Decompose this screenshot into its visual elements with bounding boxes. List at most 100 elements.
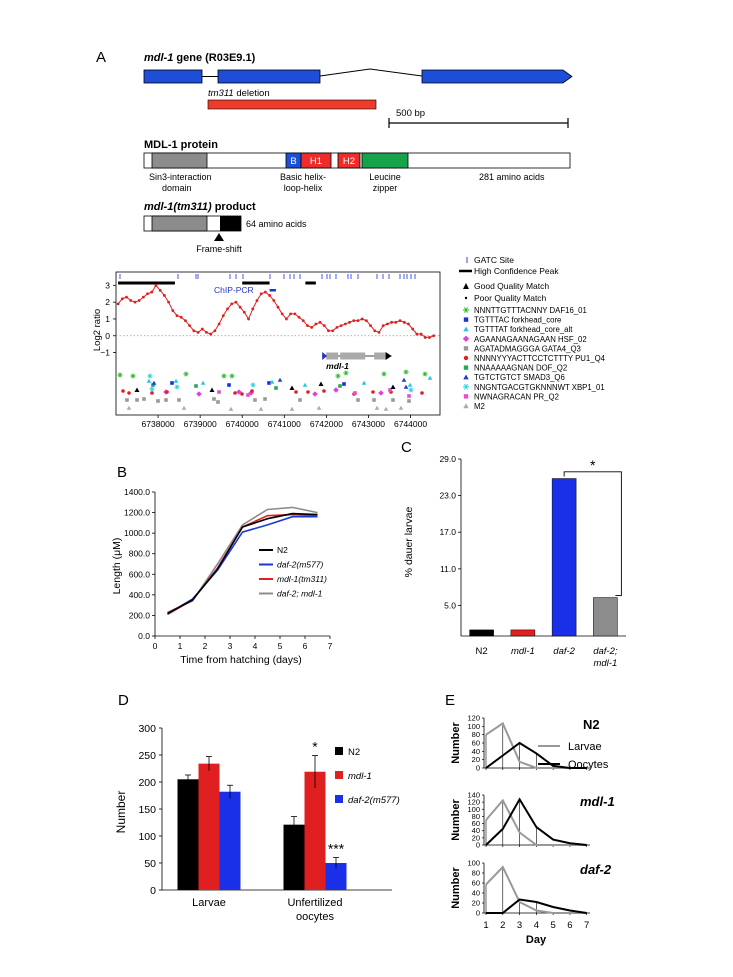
- dauer-bar: [510, 629, 536, 637]
- growth-xtick-label: 1: [178, 641, 183, 651]
- motif-match: [146, 378, 152, 383]
- motif-match: [372, 398, 376, 402]
- motif-legend-label: NNAAAAAGNAN DOF_Q2: [474, 364, 567, 373]
- brood-bar: [198, 763, 220, 890]
- log2-ratio-point: [276, 305, 280, 309]
- brood-ytick-label: 250: [138, 750, 156, 762]
- timecourse-ylabel: Number: [450, 867, 462, 909]
- chip-pcr-label: ChIP-PCR: [214, 285, 254, 295]
- legend-gatc: GATC Site: [474, 255, 514, 265]
- timecourse-legend-label: Oocytes: [568, 759, 609, 771]
- motif-legend-label: NNGNTGACGTGKNNNWT XBP1_01: [474, 383, 605, 392]
- brood-bar: [177, 779, 199, 890]
- timecourse-ylabel: Number: [450, 799, 462, 841]
- brood-category-label: Larvae: [192, 897, 226, 909]
- motif-match: [353, 391, 357, 395]
- motif-match: [126, 405, 132, 410]
- growth-ytick-label: 1200.0: [124, 508, 150, 518]
- sin3-domain: [151, 152, 208, 169]
- product-aa-label: 64 amino acids: [246, 219, 307, 229]
- brood-legend-label: daf-2(m577): [348, 795, 400, 806]
- motif-match: [200, 380, 206, 385]
- timecourse-ytick-label: 120: [467, 714, 480, 723]
- timecourse-ytick-label: 80: [472, 730, 480, 739]
- motif-match: [228, 406, 234, 411]
- motif-match: [177, 398, 181, 402]
- timecourse-ytick-label: 100: [467, 722, 480, 731]
- growth-chart: 0.0 200.0 400.0 600.0 800.0 1000.0 1200.0 1400.…: [124, 487, 333, 651]
- deletion-bar: [207, 99, 377, 110]
- motif-match: [151, 380, 157, 385]
- motif-match: [388, 388, 392, 392]
- motif-legend-marker: [463, 374, 469, 380]
- gb-xtick-label: 6740000: [226, 419, 259, 429]
- legend-poor: Poor Quality Match: [474, 293, 547, 303]
- motif-match: [174, 384, 180, 390]
- genome-browser-plot: ChIP-PCR 3 2 1 0 −1 mdl-1 6738000 6739000 6740000…: [100, 271, 441, 429]
- brood-legend-swatch: [335, 795, 343, 803]
- timecourse-title: N2: [583, 717, 600, 732]
- panel-label-a: A: [96, 49, 106, 66]
- growth-legend-label: N2: [277, 545, 288, 555]
- gb-xtick-label: 6744000: [394, 419, 427, 429]
- product-sin3: [151, 215, 208, 232]
- good-quality-match: [209, 387, 215, 392]
- gb-ytick-label: 1: [105, 314, 110, 324]
- frameshift-arrow: [214, 233, 224, 241]
- timecourse-ytick-label: 0: [476, 764, 480, 773]
- h1-domain: [300, 152, 332, 169]
- motif-match: [147, 373, 153, 379]
- larvae-line: [485, 865, 587, 914]
- motif-match: [127, 391, 131, 395]
- brood-legend-label: N2: [348, 747, 360, 758]
- log2-ratio-point: [192, 329, 196, 333]
- dauer-bar: [469, 629, 494, 637]
- timecourse-legend-label: Larvae: [568, 741, 602, 753]
- log2-ratio-point: [419, 332, 423, 336]
- log2-ratio-point: [162, 294, 166, 297]
- gene-model-exon: [340, 352, 366, 360]
- h2-domain: [337, 152, 361, 169]
- motif-match: [165, 390, 169, 394]
- dauer-significance-bracket: [563, 471, 622, 596]
- log2-ratio-point: [213, 329, 217, 333]
- oocytes-line: [486, 898, 587, 914]
- sin3-label-line1: Sin3-interaction: [149, 172, 212, 182]
- log2-ratio-point: [390, 320, 394, 324]
- timecourse-xtick-label: 6: [567, 920, 572, 931]
- motif-match: [342, 382, 346, 386]
- motif-match: [381, 371, 387, 377]
- dauer-ytick-label: 29.0: [439, 454, 456, 464]
- motif-match: [250, 382, 256, 388]
- motif-match: [312, 391, 318, 397]
- motif-match: [130, 373, 136, 379]
- gene-model-exon: [374, 352, 386, 360]
- exon-1: [143, 69, 203, 84]
- motif-legend-label: NNNNYYYACTTCCTCTTTY PU1_Q4: [474, 354, 606, 363]
- log2-ratio-point: [356, 319, 360, 323]
- growth-series-line: [167, 512, 318, 615]
- brood-ytick-label: 150: [138, 804, 156, 816]
- panel-label-b: B: [117, 464, 127, 481]
- log2-ratio-point: [196, 331, 200, 334]
- log2-ratio-point: [415, 332, 419, 336]
- timecourse-ytick-label: 60: [472, 739, 480, 748]
- motif-match: [117, 372, 123, 378]
- motif-match: [150, 391, 154, 395]
- log2-ratio-point: [221, 314, 225, 317]
- log2-ratio-point: [171, 309, 175, 312]
- basic-domain-label: B: [290, 156, 296, 167]
- growth-ytick-label: 0.0: [138, 631, 150, 641]
- log2-ratio-point: [158, 289, 162, 292]
- brood-significance: *: [312, 739, 318, 755]
- log2-ratio-point: [398, 319, 402, 323]
- legend-good-mark: [463, 283, 469, 289]
- zipper-label-line2: zipper: [373, 183, 398, 193]
- scale-bar-label: 500 bp: [396, 108, 425, 119]
- timecourse-ytick-label: 140: [467, 791, 480, 800]
- timecourse-ytick-label: 100: [467, 805, 480, 814]
- motif-match: [403, 369, 409, 375]
- legend-good: Good Quality Match: [474, 281, 549, 291]
- motif-match: [401, 377, 407, 382]
